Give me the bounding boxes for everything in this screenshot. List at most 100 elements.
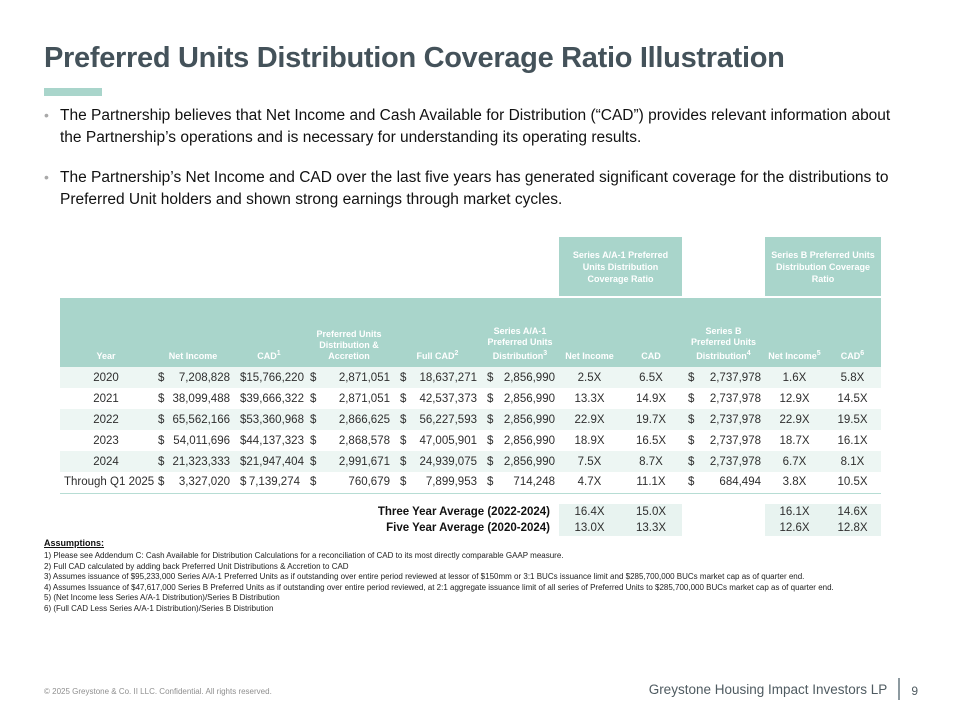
table-cell-b-net-x: 6.7X xyxy=(765,451,824,472)
column-header-pref-dist: Preferred Units Distribution & Accretion xyxy=(304,298,394,367)
table-cell-year: 2021 xyxy=(93,392,119,405)
bullet-item: • The Partnership’s Net Income and CAD o… xyxy=(44,167,916,210)
average-b-cad: 12.8X xyxy=(824,520,881,536)
assumption-note: 1) Please see Addendum C: Cash Available… xyxy=(44,551,564,560)
table-cell-b-net-x: 1.6X xyxy=(765,367,824,388)
table-cell-net-income: $54,011,696 xyxy=(158,434,230,447)
table-cell-series-b-dist: $2,737,978 xyxy=(688,392,761,405)
table-cell-b-cad-x: 19.5X xyxy=(824,409,881,430)
bullet-icon: • xyxy=(44,169,49,185)
table-cell-year: 2020 xyxy=(60,367,152,388)
table-cell-net-income: $21,323,333 xyxy=(152,451,234,472)
bullet-text: The Partnership believes that Net Income… xyxy=(60,107,891,146)
assumption-note: 2) Full CAD calculated by adding back Pr… xyxy=(44,561,349,571)
spacer-row xyxy=(60,493,881,504)
table-cell-full-cad: $24,939,075 xyxy=(394,451,481,472)
column-header-year: Year xyxy=(60,298,152,367)
page-title: Preferred Units Distribution Coverage Ra… xyxy=(44,42,785,74)
average-a-cad: 15.0X xyxy=(620,504,682,520)
table-cell-cad: $53,360,968 xyxy=(234,409,304,430)
column-header-net-income: Net Income xyxy=(152,298,234,367)
table-cell-series-b-dist: $2,737,978 xyxy=(682,409,765,430)
series-a-coverage-header: Series A/A-1 Preferred Units Distributio… xyxy=(559,237,682,296)
table-cell-net-income: $7,208,828 xyxy=(152,367,234,388)
bullet-text: The Partnership’s Net Income and CAD ove… xyxy=(60,169,889,208)
table-header-row: Year Net Income CAD1 Preferred Units Dis… xyxy=(60,298,881,367)
table-cell-full-cad: $42,537,373 xyxy=(400,392,477,405)
average-a-net: 13.0X xyxy=(559,520,620,536)
average-row: Three Year Average (2022-2024) 16.4X 15.… xyxy=(60,504,881,520)
table-cell-a-cad-x: 14.9X xyxy=(635,392,667,405)
table-cell-a-net-x: 4.7X xyxy=(559,472,620,494)
table-cell-series-b-dist: $684,494 xyxy=(682,472,765,494)
table-cell-pref-dist: $2,866,625 xyxy=(304,409,394,430)
table-cell-series-b-dist: $2,737,978 xyxy=(682,367,765,388)
table-cell-full-cad: $7,899,953 xyxy=(394,472,481,494)
assumption-note: 5) (Net Income less Series A/A-1 Distrib… xyxy=(44,593,280,603)
table-cell-year: 2024 xyxy=(60,451,152,472)
table-cell-full-cad: $56,227,593 xyxy=(394,409,481,430)
table-cell-b-cad-x: 8.1X xyxy=(824,451,881,472)
table-row: 2021 $38,099,488 $39,666,322 $2,871,051 $42,… xyxy=(60,388,881,409)
table-cell-a-cad-x: 8.7X xyxy=(620,451,682,472)
column-header-series-a-dist: Series A/A-1 Preferred Units Distributio… xyxy=(481,298,559,367)
table-averages: Three Year Average (2022-2024) 16.4X 15.… xyxy=(60,493,881,536)
table-cell-a-cad-x: 19.7X xyxy=(620,409,682,430)
table-row: Through Q1 2025 $3,327,020 $7,139,274 $760,… xyxy=(60,472,881,494)
table-cell-year: Through Q1 2025 xyxy=(60,472,154,494)
table-cell-a-net-x: 2.5X xyxy=(559,367,620,388)
average-row: Five Year Average (2020-2024) 13.0X 13.3… xyxy=(60,520,881,536)
column-header-full-cad: Full CAD2 xyxy=(394,298,481,367)
table-row: 2022 $65,562,166 $53,360,968 $2,866,625 $56,… xyxy=(60,409,881,430)
column-header-a-cad: CAD xyxy=(620,298,682,367)
table-cell-series-b-dist: $2,737,978 xyxy=(682,451,765,472)
column-header-b-net-income: Net Income5 xyxy=(765,298,824,367)
table-cell-series-a-dist: $714,248 xyxy=(481,472,559,494)
table-cell-a-net-x: 7.5X xyxy=(559,451,620,472)
average-b-net: 12.6X xyxy=(765,520,824,536)
company-name: Greystone Housing Impact Investors LP xyxy=(648,681,888,697)
table-cell-pref-dist: $2,991,671 xyxy=(304,451,394,472)
table-cell-a-net-x: 13.3X xyxy=(574,392,605,405)
copyright-text: © 2025 Greystone & Co. II LLC. Confident… xyxy=(44,687,272,696)
table-cell-series-b-dist: $2,737,978 xyxy=(688,434,761,447)
average-gap xyxy=(682,520,765,536)
table-cell-year: 2022 xyxy=(60,409,152,430)
table-cell-year: 2023 xyxy=(93,434,119,447)
column-header-b-cad: CAD6 xyxy=(824,298,881,367)
table-cell-a-net-x: 22.9X xyxy=(559,409,620,430)
column-header-series-b-dist: Series B Preferred Units Distribution4 xyxy=(682,298,765,367)
table-cell-b-net-x: 3.8X xyxy=(765,472,824,494)
footer-divider xyxy=(898,678,901,700)
table-cell-b-cad-x: 5.8X xyxy=(824,367,881,388)
table-cell-a-net-x: 18.9X xyxy=(574,434,605,447)
table-cell-b-cad-x: 14.5X xyxy=(837,392,868,405)
title-accent-bar xyxy=(44,88,102,96)
table-cell-pref-dist: $2,868,578 xyxy=(310,434,390,447)
table-row: 2020 $7,208,828 $15,766,220 $2,871,051 $18,6… xyxy=(60,367,881,388)
table-cell-cad: $15,766,220 xyxy=(234,367,304,388)
table-cell-pref-dist: $2,871,051 xyxy=(304,367,394,388)
table-cell-full-cad: $18,637,271 xyxy=(394,367,481,388)
table-cell-cad: $39,666,322 xyxy=(240,392,304,405)
average-a-cad: 13.3X xyxy=(620,520,682,536)
average-gap xyxy=(682,504,765,520)
average-b-cad: 14.6X xyxy=(824,504,881,520)
average-label: Three Year Average (2022-2024) xyxy=(60,504,559,520)
page-number: 9 xyxy=(911,683,918,698)
table-cell-b-net-x: 18.7X xyxy=(779,434,810,447)
table-cell-cad: $44,137,323 xyxy=(240,434,304,447)
assumption-note: 6) (Full CAD Less Series A/A-1 Distribut… xyxy=(44,603,274,613)
footer-right: Greystone Housing Impact Investors LP 9 xyxy=(649,678,918,700)
table-cell-full-cad: $47,005,901 xyxy=(400,434,477,447)
series-b-coverage-header: Series B Preferred Units Distribution Co… xyxy=(765,237,881,296)
average-label: Five Year Average (2020-2024) xyxy=(60,520,559,536)
bullet-icon: • xyxy=(44,107,49,123)
coverage-table: Year Net Income CAD1 Preferred Units Dis… xyxy=(60,298,881,536)
assumption-note: 3) Assumes issuance of $95,233,000 Serie… xyxy=(44,572,805,582)
table-cell-cad: $21,947,404 xyxy=(234,451,304,472)
table-cell-pref-dist: $2,871,051 xyxy=(310,392,390,405)
table-cell-b-net-x: 22.9X xyxy=(765,409,824,430)
table-cell-net-income: $38,099,488 xyxy=(158,392,230,405)
table-cell-b-net-x: 12.9X xyxy=(779,392,810,405)
